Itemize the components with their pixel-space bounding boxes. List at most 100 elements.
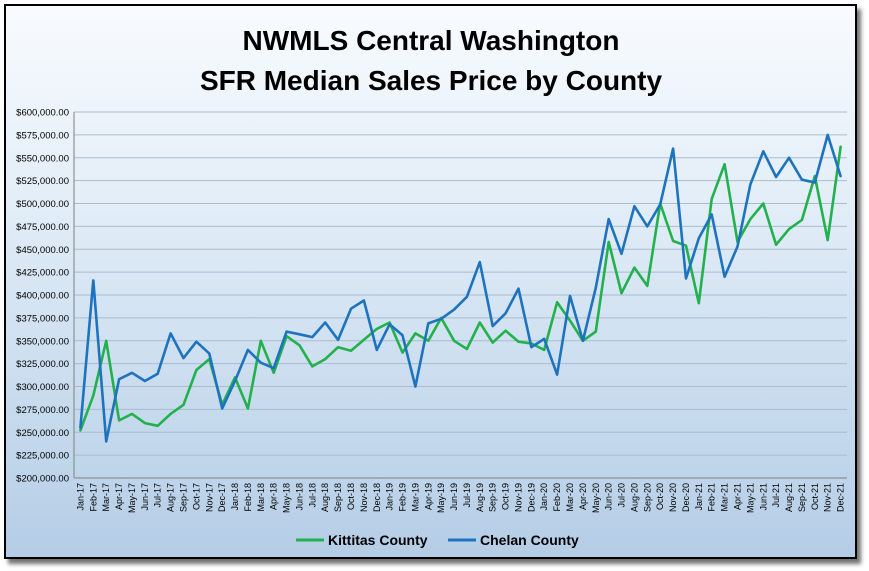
x-tick-label: Feb-17 xyxy=(88,483,98,512)
x-tick-label: Mar-17 xyxy=(101,483,111,512)
data-point xyxy=(350,350,352,352)
data-point xyxy=(414,332,416,334)
x-tick-label: Jan-18 xyxy=(230,483,240,511)
y-tick-label: $300,000.00 xyxy=(16,382,69,393)
data-point xyxy=(840,175,842,177)
data-point xyxy=(517,288,520,290)
legend: Kittitas County Chelan County xyxy=(296,532,579,548)
data-point xyxy=(505,330,507,332)
x-tick-label: Nov-18 xyxy=(359,483,369,512)
x-tick-label: Mar-21 xyxy=(720,483,730,512)
x-tick-label: Sep-21 xyxy=(797,483,807,512)
x-tick-label: Apr-20 xyxy=(578,483,588,510)
axes xyxy=(73,112,847,479)
data-point xyxy=(273,372,275,374)
legend-label-kittitas: Kittitas County xyxy=(328,532,428,548)
x-tick-label: Jan-21 xyxy=(694,483,704,511)
y-tick-label: $225,000.00 xyxy=(16,451,69,462)
data-point xyxy=(453,340,455,342)
x-tick-label: May-19 xyxy=(436,483,446,513)
data-point xyxy=(466,348,468,350)
x-tick-label: May-20 xyxy=(591,483,601,513)
chart-title-line-2: SFR Median Sales Price by County xyxy=(200,65,663,96)
x-tick-label: Nov-21 xyxy=(823,483,833,512)
data-point xyxy=(92,279,94,281)
data-point xyxy=(814,181,816,184)
x-tick-label: Apr-18 xyxy=(269,483,279,510)
x-tick-label: Aug-18 xyxy=(320,483,330,512)
data-point xyxy=(195,341,197,343)
data-point xyxy=(698,302,700,304)
data-point xyxy=(582,340,584,342)
data-point xyxy=(401,352,404,354)
x-tick-label: Sep-20 xyxy=(642,483,652,512)
data-point xyxy=(298,344,301,346)
x-tick-label: Aug-17 xyxy=(166,483,176,512)
data-point xyxy=(118,378,120,380)
data-point xyxy=(260,340,262,342)
x-tick-label: Jul-18 xyxy=(307,483,317,508)
x-tick-label: Dec-21 xyxy=(836,483,846,512)
x-tick-label: Jan-20 xyxy=(539,483,549,511)
x-tick-label: Jan-17 xyxy=(75,483,85,511)
data-point xyxy=(543,349,545,351)
data-point xyxy=(788,228,790,230)
x-tick-label: Nov-19 xyxy=(513,483,523,512)
y-tick-label: $450,000.00 xyxy=(16,245,69,256)
y-tick-label: $500,000.00 xyxy=(16,199,69,210)
data-point xyxy=(131,372,133,374)
legend-label-chelan: Chelan County xyxy=(480,532,579,548)
x-tick-label: Apr-21 xyxy=(732,483,742,510)
x-tick-label: May-17 xyxy=(127,483,137,513)
data-point xyxy=(401,334,404,336)
data-point xyxy=(182,404,185,406)
data-point xyxy=(569,320,571,322)
chart-frame: NWMLS Central Washington SFR Median Sale… xyxy=(4,4,857,559)
data-point xyxy=(79,429,81,431)
data-point xyxy=(762,150,764,152)
x-tick-label: Feb-18 xyxy=(243,483,253,512)
data-point xyxy=(711,198,713,200)
data-point xyxy=(608,218,610,220)
data-point xyxy=(698,237,700,239)
data-point xyxy=(827,134,829,136)
data-point xyxy=(492,342,494,344)
x-tick-label: Mar-19 xyxy=(410,483,420,512)
data-point xyxy=(195,369,197,371)
x-tick-label: Jun-20 xyxy=(604,483,614,511)
x-tick-label: Jun-21 xyxy=(758,483,768,511)
x-tick-label: Jul-21 xyxy=(771,483,781,508)
data-point xyxy=(170,332,172,334)
x-tick-label: Oct-19 xyxy=(501,483,511,510)
x-tick-label: Dec-18 xyxy=(372,483,382,512)
y-tick-label: $475,000.00 xyxy=(16,222,69,233)
data-point xyxy=(363,299,365,302)
data-point xyxy=(685,245,687,247)
y-tick-label: $600,000.00 xyxy=(16,108,69,119)
data-point xyxy=(620,253,623,255)
data-point xyxy=(556,301,558,303)
data-point xyxy=(724,163,726,165)
data-point xyxy=(376,349,378,351)
x-tick-label: Jun-18 xyxy=(294,483,304,511)
x-tick-label: Jul-19 xyxy=(462,483,472,508)
data-point xyxy=(788,157,790,159)
data-point xyxy=(376,328,378,330)
data-point xyxy=(105,340,107,342)
x-tick-label: Sep-19 xyxy=(488,483,498,512)
x-tick-label: Aug-21 xyxy=(784,483,794,512)
x-tick-label: Dec-17 xyxy=(217,483,227,512)
data-point xyxy=(711,213,713,216)
x-tick-label: May-21 xyxy=(745,483,755,513)
data-point xyxy=(633,267,636,269)
data-point xyxy=(453,309,455,311)
data-point xyxy=(337,346,339,348)
data-point xyxy=(659,203,661,205)
data-point xyxy=(814,175,816,177)
data-point xyxy=(440,318,442,320)
data-point xyxy=(685,277,687,280)
x-tick-label: May-18 xyxy=(282,483,292,513)
data-point xyxy=(221,407,223,410)
data-point xyxy=(724,276,726,278)
data-point xyxy=(144,422,146,424)
